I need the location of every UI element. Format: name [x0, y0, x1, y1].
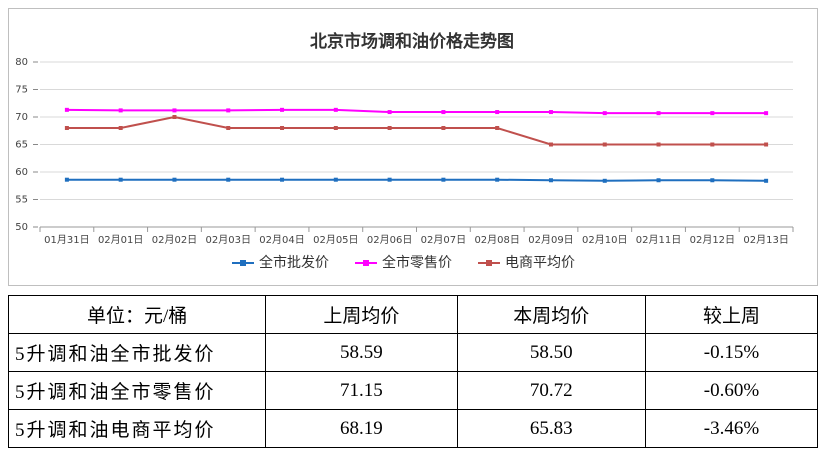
table-cell: 较上周	[645, 295, 818, 334]
table-cell: 70.72	[456, 371, 647, 410]
y-tick-label: 55	[15, 195, 28, 206]
x-tick-label: 01月31日	[44, 234, 89, 246]
table-cell: 58.59	[265, 333, 458, 372]
point	[226, 126, 231, 130]
legend-label: 全市零售价	[382, 254, 452, 271]
point	[226, 177, 231, 182]
series-line	[66, 108, 767, 115]
point	[387, 177, 392, 182]
x-tick-label: 02月07日	[421, 234, 466, 246]
y-tick-label: 60	[15, 167, 28, 178]
x-tick-label: 02月08日	[474, 234, 519, 246]
price-table: 单位：元/桶 上周均价 本周均价 较上周 5升调和油全市批发价 58.59 58.50 -0.…	[7, 295, 818, 448]
y-tick-label: 80	[15, 57, 28, 68]
y-tick-label: 65	[15, 140, 28, 151]
table-cell: 68.19	[265, 409, 458, 448]
point	[64, 177, 69, 182]
point	[495, 110, 500, 115]
table-cell: 5升调和油全市批发价	[7, 333, 267, 372]
point	[548, 142, 553, 147]
table-cell: 上周均价	[265, 295, 458, 334]
series-line	[66, 178, 767, 182]
table-row: 5升调和油全市批发价 58.59 58.50 -0.15%	[7, 333, 818, 372]
table-cell: 5升调和油全市零售价	[7, 371, 267, 410]
table-row: 5升调和油电商平均价 68.19 65.83 -3.46%	[7, 409, 818, 448]
table-cell: -0.60%	[645, 371, 818, 410]
table-cell: 71.15	[265, 371, 458, 410]
legend-label: 全市批发价	[259, 254, 329, 271]
point	[118, 177, 123, 182]
point	[495, 126, 500, 130]
table-cell: -0.15%	[645, 333, 818, 372]
legend-marker	[486, 260, 492, 266]
point	[333, 107, 338, 112]
point	[710, 178, 715, 183]
point	[387, 126, 392, 130]
chart-title: 北京市场调和油价格走势图	[310, 31, 514, 52]
table-row: 单位：元/桶 上周均价 本周均价 较上周	[7, 295, 818, 334]
point	[172, 177, 177, 182]
table-cell: -3.46%	[645, 409, 818, 448]
point	[226, 108, 231, 113]
point	[172, 115, 177, 119]
point	[710, 142, 715, 147]
x-tick-label: 02月02日	[152, 234, 197, 246]
legend-label: 电商平均价	[505, 255, 575, 271]
point	[602, 178, 607, 183]
point	[64, 107, 69, 112]
point	[548, 110, 553, 115]
table-cell: 65.83	[456, 409, 647, 448]
chart: 北京市场调和油价格走势图 50 55 60 65 70 75 80 01月31日 02月01日 0…	[8, 8, 818, 286]
point	[495, 177, 500, 182]
point	[387, 110, 392, 115]
point	[280, 177, 285, 182]
x-tick-label: 02月05日	[313, 234, 358, 246]
point	[441, 126, 446, 130]
legend-marker	[240, 260, 246, 266]
point	[441, 110, 446, 115]
x-tick-label: 02月10日	[582, 234, 627, 246]
point	[764, 178, 769, 183]
point	[602, 142, 607, 147]
table-cell: 单位：元/桶	[7, 295, 267, 334]
x-tick-label: 02月09日	[528, 234, 573, 246]
x-tick-label: 02月13日	[743, 234, 788, 246]
table-cell: 58.50	[456, 333, 647, 372]
point	[64, 126, 69, 130]
x-tick-label: 02月01日	[98, 234, 143, 246]
x-tick-label: 02月11日	[636, 234, 681, 246]
point	[333, 126, 338, 130]
table-cell: 本周均价	[456, 295, 647, 334]
point	[656, 178, 661, 183]
x-tick-label: 02月06日	[367, 234, 412, 246]
point	[764, 142, 769, 147]
y-tick-label: 70	[15, 112, 28, 123]
point	[548, 178, 553, 183]
chart-frame	[8, 8, 818, 286]
point	[118, 126, 123, 130]
point	[333, 177, 338, 182]
point	[280, 126, 285, 130]
x-tick-label: 02月12日	[690, 234, 735, 246]
point	[764, 111, 769, 116]
legend-marker	[363, 260, 369, 266]
table-row: 5升调和油全市零售价 71.15 70.72 -0.60%	[7, 371, 818, 410]
point	[656, 142, 661, 147]
y-tick-label: 75	[15, 85, 28, 96]
series-line	[66, 115, 767, 146]
point	[118, 108, 123, 113]
point	[602, 111, 607, 116]
point	[441, 177, 446, 182]
point	[656, 111, 661, 116]
y-tick-label: 50	[15, 222, 28, 233]
point	[172, 108, 177, 113]
table-cell: 5升调和油电商平均价	[7, 409, 267, 448]
point	[710, 111, 715, 116]
point	[280, 107, 285, 112]
x-tick-label: 02月04日	[259, 234, 304, 246]
x-tick-label: 02月03日	[206, 234, 251, 246]
